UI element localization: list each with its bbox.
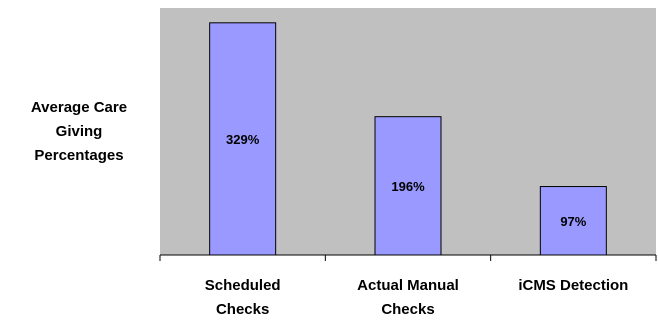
bar-1 (209, 22, 277, 256)
data-label-2: 196% (391, 179, 425, 194)
data-label-3: 97% (560, 214, 586, 229)
x-tick-label-2: Actual Manual Checks (357, 277, 459, 318)
bars-group: 329% 196% 97% (209, 22, 607, 256)
x-tick-label-3: iCMS Detection (518, 277, 628, 294)
x-axis: Scheduled Checks Actual Manual Checks iCMS D… (159, 254, 657, 318)
x-tick-label-1: Scheduled Checks (205, 277, 281, 318)
bar-2 (374, 116, 442, 256)
y-axis-label: Average Care Giving Percentages (30, 99, 128, 164)
bar-3 (539, 186, 607, 256)
data-label-1: 329% (226, 132, 260, 147)
